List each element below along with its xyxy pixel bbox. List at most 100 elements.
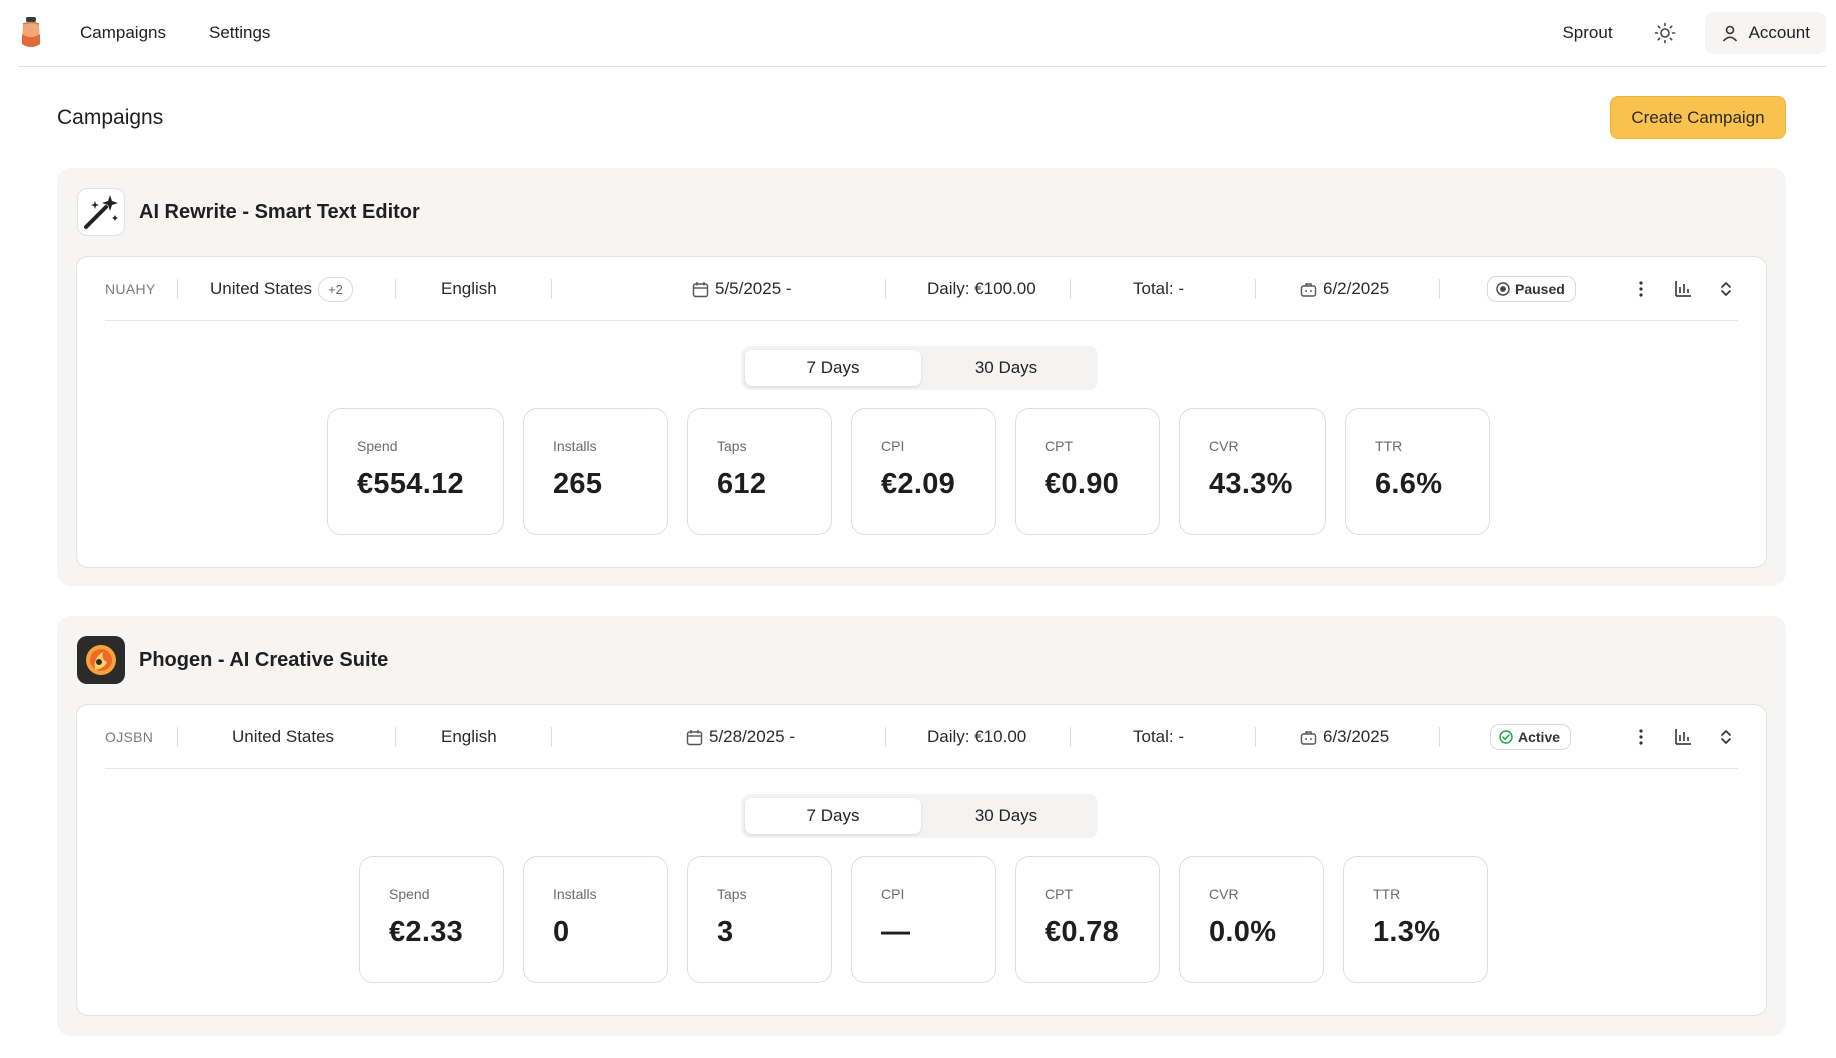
range-7-days[interactable]: 7 Days <box>745 350 921 386</box>
stat-label: Installs <box>553 438 597 454</box>
end-date-label: 6/2/2025 <box>1323 279 1390 298</box>
stat-label: Spend <box>357 438 398 454</box>
campaign-meta-row: OJSBN United States English 5/28/2025 - … <box>105 705 1738 769</box>
daily-budget: Daily: €100.00 <box>927 279 1036 298</box>
magic-wand-app-icon <box>77 188 125 236</box>
range-30-days[interactable]: 30 Days <box>974 806 1038 825</box>
stat-card-cpt: CPT €0.90 <box>1015 408 1160 535</box>
stat-value: 3 <box>717 916 734 948</box>
stat-label: Taps <box>717 886 747 902</box>
extra-countries-badge[interactable]: +2 <box>318 276 353 302</box>
stat-card-installs: Installs 0 <box>523 856 668 983</box>
org-name[interactable]: Sprout <box>1562 23 1613 42</box>
stat-label: TTR <box>1375 438 1403 454</box>
stat-card-cvr: CVR 0.0% <box>1179 856 1324 983</box>
stat-label: Installs <box>553 886 597 902</box>
country-selector[interactable]: United States +2 <box>210 257 353 321</box>
status-badge[interactable]: Paused <box>1487 276 1576 302</box>
calendar-icon <box>692 281 709 298</box>
nav-settings[interactable]: Settings <box>209 23 271 42</box>
language-label: English <box>441 279 497 298</box>
date-range-toggle: 7 Days 30 Days <box>741 794 1098 838</box>
stat-value: 6.6% <box>1375 468 1443 500</box>
stat-card-spend: Spend €554.12 <box>327 408 504 535</box>
start-date: 5/5/2025 - <box>692 257 792 321</box>
nav-campaigns[interactable]: Campaigns <box>80 23 166 42</box>
stat-card-taps: Taps 612 <box>687 408 832 535</box>
stat-label: CVR <box>1209 438 1239 454</box>
total-budget: Total: - <box>1133 727 1185 746</box>
start-date-label: 5/5/2025 - <box>715 279 792 298</box>
country-label: United States <box>210 279 313 298</box>
end-date-label: 6/3/2025 <box>1323 727 1390 746</box>
stat-value: 265 <box>553 468 603 500</box>
paused-icon <box>1496 282 1510 296</box>
campaign-card: NUAHY United States +2 English 5/5/2025 … <box>76 256 1767 568</box>
stat-value: 43.3% <box>1209 468 1293 500</box>
stat-label: Taps <box>717 438 747 454</box>
campaign-panel: AI Rewrite - Smart Text Editor NUAHY Uni… <box>57 168 1786 586</box>
account-label: Account <box>1748 23 1810 42</box>
stat-value: €0.90 <box>1045 468 1120 500</box>
stat-value: €0.78 <box>1045 916 1120 948</box>
total-budget: Total: - <box>1133 279 1185 298</box>
stat-value: €2.09 <box>881 468 956 500</box>
status-area: Active <box>1490 705 1572 769</box>
stat-card-ttr: TTR 6.6% <box>1345 408 1490 535</box>
country-label: United States <box>232 727 335 746</box>
create-campaign-button[interactable]: Create Campaign <box>1610 96 1786 139</box>
stat-value: 612 <box>717 468 767 500</box>
page-title: Campaigns <box>57 106 164 129</box>
campaign-code: NUAHY <box>105 281 156 297</box>
stat-card-taps: Taps 3 <box>687 856 832 983</box>
range-30-days[interactable]: 30 Days <box>974 358 1038 377</box>
account-button[interactable]: Account <box>1704 12 1826 54</box>
campaign-meta-row: NUAHY United States +2 English 5/5/2025 … <box>105 257 1738 321</box>
bar-chart-icon[interactable] <box>1671 277 1695 301</box>
theme-toggle-sun-icon[interactable] <box>1653 21 1677 45</box>
stat-value: €554.12 <box>357 468 464 500</box>
bar-chart-icon[interactable] <box>1671 725 1695 749</box>
status-label: Paused <box>1515 281 1565 297</box>
stat-value: 0 <box>553 916 570 948</box>
campaign-panel: Phogen - AI Creative Suite OJSBN United … <box>57 616 1786 1036</box>
stat-card-installs: Installs 265 <box>523 408 668 535</box>
check-circle-icon <box>1499 730 1513 744</box>
stat-label: Spend <box>389 886 430 902</box>
more-options-icon[interactable] <box>1629 725 1653 749</box>
stat-value: €2.33 <box>389 916 464 948</box>
stat-label: CPT <box>1045 886 1073 902</box>
expand-collapse-icon[interactable] <box>1714 277 1738 301</box>
stat-label: CVR <box>1209 886 1239 902</box>
status-area: Paused <box>1487 257 1576 321</box>
stat-label: CPI <box>881 886 905 902</box>
start-date: 5/28/2025 - <box>686 705 795 769</box>
stat-card-cpi: CPI €2.09 <box>851 408 996 535</box>
status-label: Active <box>1518 729 1561 745</box>
app-name: Phogen - AI Creative Suite <box>139 648 389 671</box>
status-badge[interactable]: Active <box>1490 724 1572 750</box>
calendar-icon <box>686 729 703 746</box>
stat-value: — <box>881 916 911 948</box>
stat-card-cpt: CPT €0.78 <box>1015 856 1160 983</box>
expand-collapse-icon[interactable] <box>1714 725 1738 749</box>
stat-card-ttr: TTR 1.3% <box>1343 856 1488 983</box>
stat-card-cpi: CPI — <box>851 856 996 983</box>
stat-card-cvr: CVR 43.3% <box>1179 408 1326 535</box>
stat-label: CPT <box>1045 438 1073 454</box>
stat-card-spend: Spend €2.33 <box>359 856 504 983</box>
end-date: 6/2/2025 <box>1300 257 1389 321</box>
stat-label: CPI <box>881 438 905 454</box>
app-name: AI Rewrite - Smart Text Editor <box>139 200 420 223</box>
stat-label: TTR <box>1373 886 1401 902</box>
language-label: English <box>441 727 497 746</box>
stat-value: 1.3% <box>1373 916 1441 948</box>
end-date: 6/3/2025 <box>1300 705 1389 769</box>
briefcase-icon <box>1300 729 1317 746</box>
stat-value: 0.0% <box>1209 916 1277 948</box>
campaign-code: OJSBN <box>105 729 154 745</box>
briefcase-icon <box>1300 281 1317 298</box>
range-7-days[interactable]: 7 Days <box>745 798 921 834</box>
more-options-icon[interactable] <box>1629 277 1653 301</box>
app-logo-icon[interactable] <box>18 16 44 50</box>
